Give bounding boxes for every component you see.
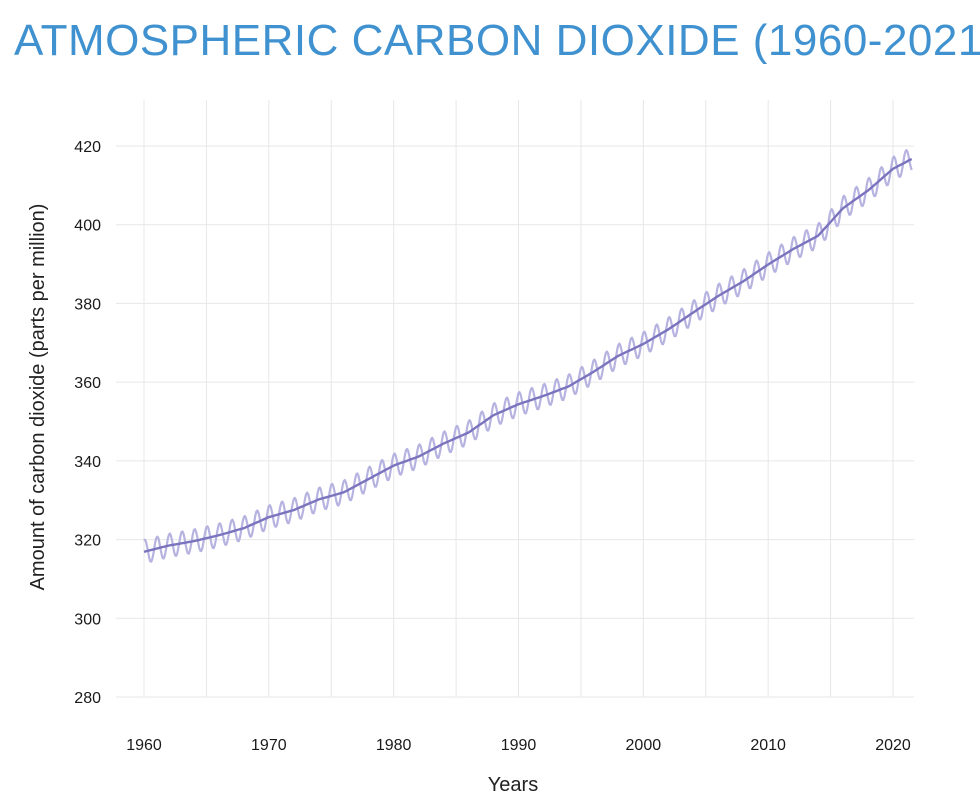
series-layer xyxy=(143,149,913,563)
x-axis-label: Years xyxy=(488,774,538,796)
y-tick-label: 340 xyxy=(74,454,101,471)
y-tick-label: 360 xyxy=(74,375,101,392)
chart-title: ATMOSPHERIC CARBON DIOXIDE (1960-2021) xyxy=(14,16,980,65)
y-tick-label: 320 xyxy=(74,533,101,550)
x-tick-label: 2000 xyxy=(626,737,662,754)
y-tick-label: 280 xyxy=(74,690,101,707)
x-tick-label: 2020 xyxy=(875,737,911,754)
series-line-seasonal xyxy=(143,149,913,563)
y-tick-label: 400 xyxy=(74,218,101,235)
x-tick-label: 1980 xyxy=(376,737,412,754)
x-tick-label: 1970 xyxy=(251,737,287,754)
grid-layer xyxy=(116,100,914,698)
y-tick-label: 380 xyxy=(74,296,101,313)
y-axis-ticks: 280 300 320 340 360 380 400 420 xyxy=(74,139,101,707)
x-tick-label: 1990 xyxy=(501,737,537,754)
series-line-trend xyxy=(143,157,913,553)
y-tick-label: 300 xyxy=(74,611,101,628)
x-tick-label: 1960 xyxy=(126,737,162,754)
y-tick-label: 420 xyxy=(74,139,101,156)
x-tick-label: 2010 xyxy=(750,737,786,754)
x-axis-ticks: 1960 1970 1980 1990 2000 2010 2020 xyxy=(126,737,911,754)
y-axis-label: Amount of carbon dioxide (parts per mill… xyxy=(27,204,49,591)
